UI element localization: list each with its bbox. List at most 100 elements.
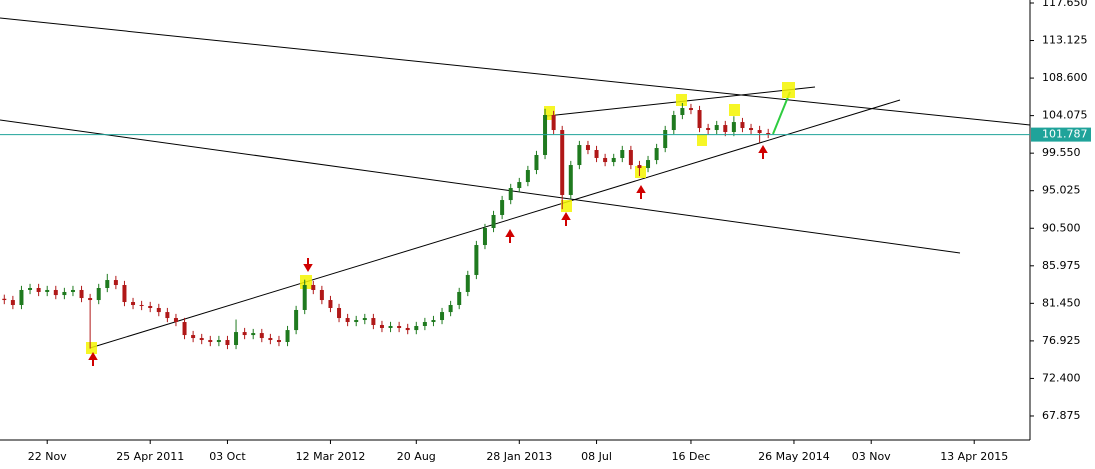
candle-body <box>354 320 359 323</box>
candle-body <box>2 298 7 301</box>
y-tick-label: 108.600 <box>1042 71 1088 84</box>
candle-body <box>182 322 187 336</box>
y-tick-label: 81.450 <box>1042 296 1081 309</box>
candle-body <box>62 291 67 296</box>
highlight <box>561 200 572 212</box>
candle-body <box>337 307 342 319</box>
candle-body <box>457 291 462 306</box>
candle-body <box>379 325 384 328</box>
candle-body <box>628 150 633 166</box>
candle-body <box>611 157 616 163</box>
candle-body <box>525 170 530 183</box>
candle-body <box>491 214 496 229</box>
candle-body <box>448 305 453 313</box>
highlight <box>676 94 687 106</box>
candle-body <box>740 122 745 129</box>
candle-body <box>328 300 333 308</box>
candle-body <box>139 305 144 307</box>
candle-body <box>371 318 376 326</box>
candle-body <box>259 333 264 339</box>
candle-body <box>173 318 178 323</box>
x-tick-label: 13 Apr 2015 <box>940 450 1008 463</box>
candle-body <box>148 306 153 308</box>
candle-body <box>706 128 711 131</box>
arrows <box>88 145 768 366</box>
candle-body <box>216 340 221 343</box>
x-tick-label: 08 Jul <box>581 450 612 463</box>
y-tick-label: 117.650 <box>1042 0 1088 9</box>
candle-body <box>311 285 316 290</box>
candle-body <box>362 318 367 321</box>
highlight <box>782 82 795 98</box>
candle-body <box>714 125 719 131</box>
candle-body <box>500 200 505 215</box>
arrow-down <box>303 258 313 272</box>
projection-line <box>772 91 791 135</box>
candle-body <box>105 280 110 288</box>
candle-body <box>414 325 419 331</box>
candle-body <box>440 312 445 321</box>
candle-body <box>122 285 127 303</box>
candle-body <box>517 182 522 189</box>
candle-body <box>405 327 410 331</box>
last-price-box <box>1031 127 1091 142</box>
y-tick-label: 99.550 <box>1042 146 1081 159</box>
candle-body <box>654 148 659 161</box>
y-tick-label: 76.925 <box>1042 334 1081 347</box>
candle-body <box>757 130 762 134</box>
candle-body <box>96 287 101 301</box>
candle-body <box>637 165 642 169</box>
candle-body <box>560 130 565 195</box>
candle-body <box>663 130 668 149</box>
candle-body <box>19 289 24 306</box>
candle-body <box>191 335 196 339</box>
x-tick-label: 03 Oct <box>209 450 246 463</box>
candle-body <box>697 110 702 129</box>
candle-body <box>208 340 213 343</box>
y-tick-label: 95.025 <box>1042 184 1081 197</box>
x-tick-label: 03 Nov <box>852 450 891 463</box>
candle-body <box>474 245 479 275</box>
candle-body <box>551 114 556 131</box>
trend-line <box>0 119 961 254</box>
candle-body <box>534 154 539 171</box>
highlight <box>729 104 740 116</box>
candle-body <box>431 320 436 323</box>
candle-body <box>36 287 41 292</box>
highlight <box>635 166 646 178</box>
candle-body <box>79 289 84 299</box>
candle-body <box>225 340 230 345</box>
candle-body <box>749 128 754 131</box>
last-price-label: 101.787 <box>1042 128 1088 141</box>
y-tick-label: 67.875 <box>1042 409 1081 422</box>
candle-body <box>10 300 15 306</box>
x-tick-label: 25 Apr 2011 <box>116 450 184 463</box>
arrow-up <box>636 185 646 199</box>
x-tick-label: 26 May 2014 <box>758 450 830 463</box>
candle-body <box>251 333 256 336</box>
candle-body <box>585 145 590 151</box>
candle-body <box>285 330 290 343</box>
candle-body <box>594 150 599 158</box>
candle-body <box>345 318 350 323</box>
candle-body <box>45 289 50 292</box>
candle-body <box>319 289 324 301</box>
candle-body <box>165 312 170 319</box>
x-tick-label: 20 Aug <box>397 450 436 463</box>
candle-body <box>482 228 487 246</box>
y-tick-label: 104.075 <box>1042 109 1088 122</box>
candle-body <box>465 274 470 292</box>
y-tick-label: 113.125 <box>1042 34 1088 47</box>
highlight <box>697 134 707 146</box>
candle-body <box>766 133 771 135</box>
candle-body <box>70 289 75 292</box>
arrow-up <box>561 212 571 226</box>
x-tick-label: 22 Nov <box>28 450 67 463</box>
x-tick-label: 12 Mar 2012 <box>296 450 366 463</box>
candle-body <box>199 338 204 341</box>
candle-body <box>156 307 161 313</box>
arrow-up <box>505 229 515 243</box>
candle-body <box>302 285 307 310</box>
candle-body <box>88 298 93 301</box>
